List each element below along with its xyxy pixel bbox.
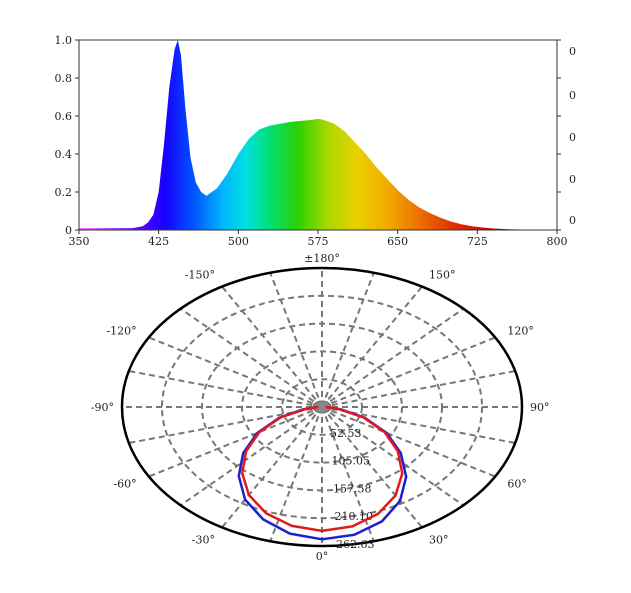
polar-grid-spoke	[221, 285, 323, 408]
right-tick-label: 0	[569, 214, 576, 227]
polar-angle-label: 30°	[429, 534, 449, 547]
polar-angle-label: -120°	[106, 325, 136, 338]
polar-angle-label: -150°	[185, 268, 215, 281]
polar-angle-label: 90°	[530, 401, 550, 414]
polar-grid-spoke	[321, 285, 423, 408]
x-tick-label: 425	[148, 235, 169, 248]
y-tick-label: 1.0	[55, 34, 73, 47]
spectrum-chart: 350 425 500 575 650 725 80000.20.40.60.81.0000…	[55, 34, 577, 248]
x-tick-label: 800	[547, 235, 568, 248]
x-tick-label: 650	[387, 235, 408, 248]
x-tick-label: 575	[308, 235, 329, 248]
x-tick-label: 725	[467, 235, 488, 248]
polar-grid-spoke	[321, 370, 516, 408]
polar-angle-label: -90°	[91, 401, 114, 414]
polar-angle-label: -30°	[192, 534, 215, 547]
polar-radial-label: 262.63	[336, 538, 375, 551]
polar-grid-spoke	[321, 307, 464, 408]
right-tick-label: 0	[569, 131, 576, 144]
polar-grid-spoke	[321, 406, 375, 542]
polar-grid-spoke	[128, 370, 323, 408]
polar-grid-spoke	[321, 406, 496, 478]
polar-grid-spoke	[269, 406, 323, 542]
polar-radial-label: 210.10	[335, 510, 374, 523]
x-tick-label: 350	[69, 235, 90, 248]
polar-radial-label: 157.58	[333, 482, 372, 495]
polar-grid-spoke	[180, 406, 323, 507]
polar-radial-label: 52.53	[330, 427, 362, 440]
polar-grid-spoke	[321, 336, 496, 408]
polar-angle-label: 120°	[507, 325, 534, 338]
y-tick-label: 0.2	[55, 186, 73, 199]
polar-grid-spoke	[321, 406, 423, 529]
polar-grid-spoke	[269, 272, 323, 408]
polar-grid-spoke	[180, 307, 323, 408]
right-tick-label: 0	[569, 89, 576, 102]
polar-angle-label: 60°	[507, 478, 527, 491]
polar-angle-label: 0°	[316, 550, 329, 563]
polar-grid-spoke	[148, 406, 323, 478]
spectrum-area	[79, 40, 557, 230]
polar-grid-spoke	[148, 336, 323, 408]
y-tick-label: 0.6	[55, 110, 73, 123]
y-tick-label: 0.4	[55, 148, 73, 161]
polar-grid-spoke	[321, 406, 464, 507]
polar-chart: ±180° 150° 120° 90° 60° 30° 0° -30° -60° -90° -120…	[91, 253, 550, 563]
polar-grid-spoke	[321, 272, 375, 408]
polar-series-curve	[240, 405, 404, 533]
polar-angle-label: -60°	[113, 478, 136, 491]
polar-angle-label: ±180°	[304, 253, 340, 265]
y-tick-label: 0	[65, 224, 72, 237]
polar-radial-label: 105.05	[332, 455, 371, 468]
polar-outer-boundary	[120, 266, 524, 548]
polar-angle-label: 150°	[429, 268, 456, 281]
x-tick-label: 500	[228, 235, 249, 248]
right-tick-label: 0	[569, 173, 576, 186]
polar-grid-spoke	[221, 406, 323, 529]
right-tick-label: 0	[569, 45, 576, 58]
y-tick-label: 0.8	[55, 72, 73, 85]
